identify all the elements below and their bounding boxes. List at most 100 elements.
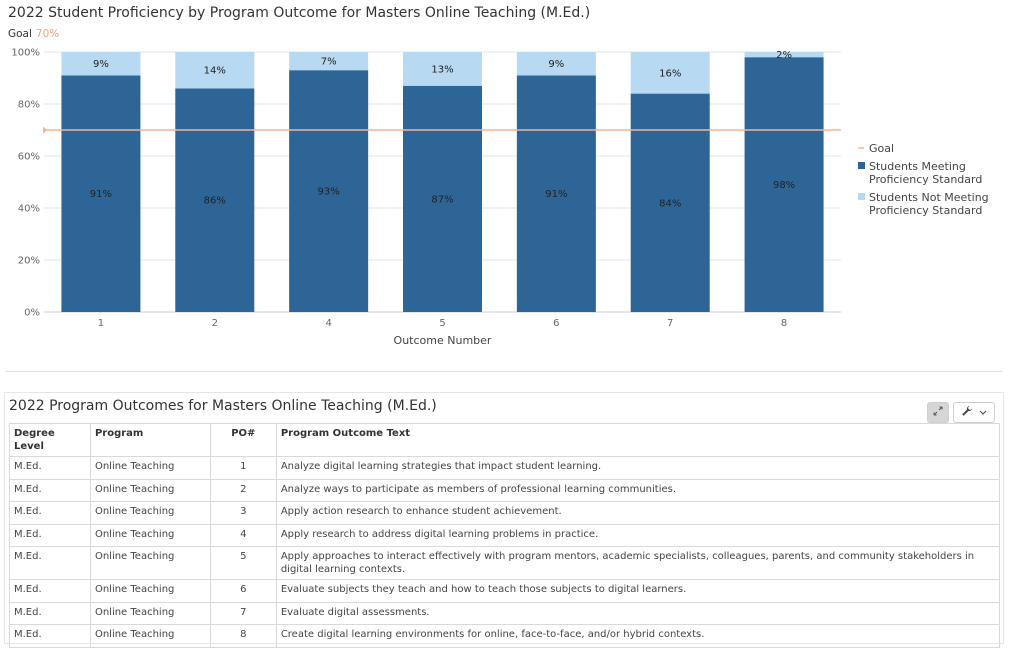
bar-not-meeting-standard[interactable] [175,52,255,89]
cell-po-number: 8 [209,624,277,648]
bar-not-meeting-standard[interactable] [289,52,369,71]
bar-meeting-standard[interactable] [403,85,482,312]
x-tick-label: 7 [667,318,673,329]
cell-po-number: 1 [209,456,277,480]
legend-item[interactable]: Goal [858,142,894,155]
table-row[interactable]: M.Ed. Online Teaching 5 Apply approaches to… [9,546,1001,580]
chart-labels: 0% 20% 40% 60% 80% 100% 91% 9% 1 86% 14% 2 93% 7% 4 87%… [11,48,795,330]
cell-po-number: 6 [209,579,277,603]
y-tick-label: 40% [18,204,40,215]
expand-icon [933,406,943,419]
x-tick-label: 1 [98,318,104,329]
bar-meeting-standard[interactable] [289,70,369,312]
x-tick-label: 2 [212,318,218,329]
data-label-not-meeting: 2% [776,50,792,61]
wrench-icon [961,405,973,420]
legend-label: Proficiency Standard [869,173,982,186]
x-axis-title: Outcome Number [394,334,492,347]
x-tick-label: 6 [553,318,559,329]
chevron-down-icon [979,406,987,419]
cell-program: Online Teaching [89,456,211,480]
table-row[interactable]: M.Ed. Online Teaching 2 Analyze ways to par… [9,478,1001,502]
legend-label: Students Meeting [869,160,966,173]
data-label-meeting: 84% [659,198,681,209]
data-label-not-meeting: 14% [204,66,226,77]
table-row[interactable]: M.Ed. Online Teaching 6 Evaluate subjects t… [9,579,1001,603]
cell-outcome-text: Analyze digital learning strategies that… [275,456,1001,480]
goal-caption-label: Goal [8,28,32,40]
outcomes-table-panel: 2022 Program Outcomes for Masters Online… [4,392,1004,648]
tools-menu-button[interactable] [953,402,995,423]
data-label-not-meeting: 9% [548,59,564,70]
column-header-program[interactable]: Program [89,423,211,457]
bar-not-meeting-standard[interactable] [403,52,482,86]
legend-swatch [858,193,865,200]
bar-meeting-standard[interactable] [744,57,824,313]
data-label-meeting: 87% [431,194,453,205]
x-tick-label: 8 [781,318,787,329]
column-header-outcome-text[interactable]: Program Outcome Text [275,423,1001,457]
cell-degree-level: M.Ed. [9,478,91,502]
bar-not-meeting-standard[interactable] [630,52,710,94]
cell-outcome-text: Create digital learning environments for… [275,624,1001,648]
x-tick-label: 5 [439,318,445,329]
y-tick-label: 80% [18,100,40,111]
data-label-not-meeting: 13% [431,64,453,75]
legend-label: Proficiency Standard [869,204,982,217]
cell-po-number: 4 [209,523,277,547]
data-label-meeting: 91% [545,189,567,200]
cell-po-number: 3 [209,501,277,525]
cell-outcome-text: Apply approaches to interact effectively… [275,546,1001,580]
table-row[interactable]: M.Ed. Online Teaching 4 Apply research to a… [9,523,1001,547]
chart-goal-line [43,126,841,134]
column-header-po-number[interactable]: PO# [209,423,277,457]
cell-degree-level: M.Ed. [9,523,91,547]
bar-not-meeting-standard[interactable] [744,52,824,58]
section-divider [6,371,1002,372]
legend-label: Students Not Meeting [869,191,989,204]
cell-degree-level: M.Ed. [9,546,91,580]
goal-caption-value: 70% [35,28,60,40]
cell-program: Online Teaching [89,579,211,603]
cell-program: Online Teaching [89,478,211,502]
cell-outcome-text: Evaluate digital assessments. [275,601,1001,625]
table-row[interactable]: M.Ed. Online Teaching 3 Apply action resear… [9,501,1001,525]
data-label-meeting: 98% [773,180,795,191]
data-label-meeting: 86% [204,196,226,207]
table-row[interactable]: M.Ed. Online Teaching 7 Evaluate digital as… [9,601,1001,625]
bar-meeting-standard[interactable] [516,75,596,313]
x-tick-label: 4 [325,318,331,329]
cell-degree-level: M.Ed. [9,456,91,480]
table-row[interactable]: M.Ed. Online Teaching 8 Create digital lear… [9,624,1001,648]
y-tick-label: 20% [18,256,40,267]
y-tick-label: 100% [11,48,40,59]
stacked-bar-chart: 0% 20% 40% 60% 80% 100% 91% 9% 1 86% 14% 2 93% 7% 4 87%… [11,48,989,348]
cell-outcome-text: Analyze ways to participate as members o… [275,478,1001,502]
expand-button[interactable] [927,402,949,423]
data-label-not-meeting: 16% [659,68,681,79]
bar-not-meeting-standard[interactable] [61,52,141,76]
bar-meeting-standard[interactable] [175,88,255,313]
cell-outcome-text: Apply action research to enhance student… [275,501,1001,525]
goal-caption: Goal 70% [8,28,59,40]
outcomes-table: Degree Level Program PO# Program Outcome… [9,423,1001,648]
data-label-meeting: 91% [90,189,112,200]
cell-program: Online Teaching [89,624,211,648]
legend-swatch [858,162,865,169]
cell-outcome-text: Evaluate subjects they teach and how to … [275,579,1001,603]
cell-degree-level: M.Ed. [9,624,91,648]
bar-meeting-standard[interactable] [61,75,141,313]
chart-bars [61,52,824,313]
table-header-row: Degree Level Program PO# Program Outcome… [9,423,1001,457]
chart-title: 2022 Student Proficiency by Program Outc… [8,5,591,21]
y-tick-label: 0% [24,308,40,319]
column-header-degree-level[interactable]: Degree Level [9,423,91,457]
bar-not-meeting-standard[interactable] [516,52,596,76]
cell-degree-level: M.Ed. [9,601,91,625]
cell-program: Online Teaching [89,601,211,625]
y-tick-label: 60% [18,152,40,163]
table-row[interactable]: M.Ed. Online Teaching 1 Analyze digital lea… [9,456,1001,480]
